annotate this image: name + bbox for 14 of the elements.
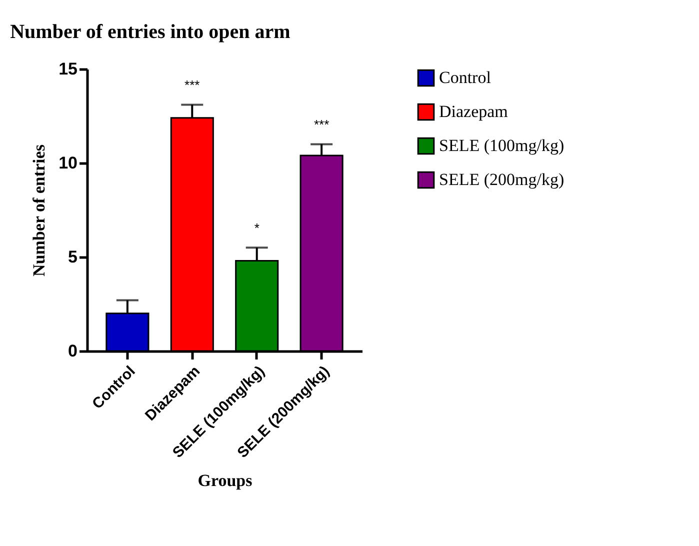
y-tick-label: 10 bbox=[58, 154, 78, 172]
legend-label: SELE (200mg/kg) bbox=[439, 170, 564, 189]
annotation: * bbox=[254, 220, 260, 236]
y-tick-label: 5 bbox=[68, 248, 78, 266]
annotation: *** bbox=[314, 117, 330, 132]
y-tick-label: 0 bbox=[68, 342, 78, 360]
y-tick-label: 15 bbox=[58, 60, 78, 78]
legend-label: Control bbox=[439, 68, 492, 87]
chart-title: Number of entries into open arm bbox=[10, 21, 291, 43]
legend-label: SELE (100mg/kg) bbox=[439, 136, 564, 155]
y-axis-title: Number of entries bbox=[30, 144, 49, 276]
legend-label: Diazepam bbox=[439, 102, 508, 121]
annotation: *** bbox=[184, 78, 200, 93]
x-axis-title: Groups bbox=[198, 470, 253, 490]
